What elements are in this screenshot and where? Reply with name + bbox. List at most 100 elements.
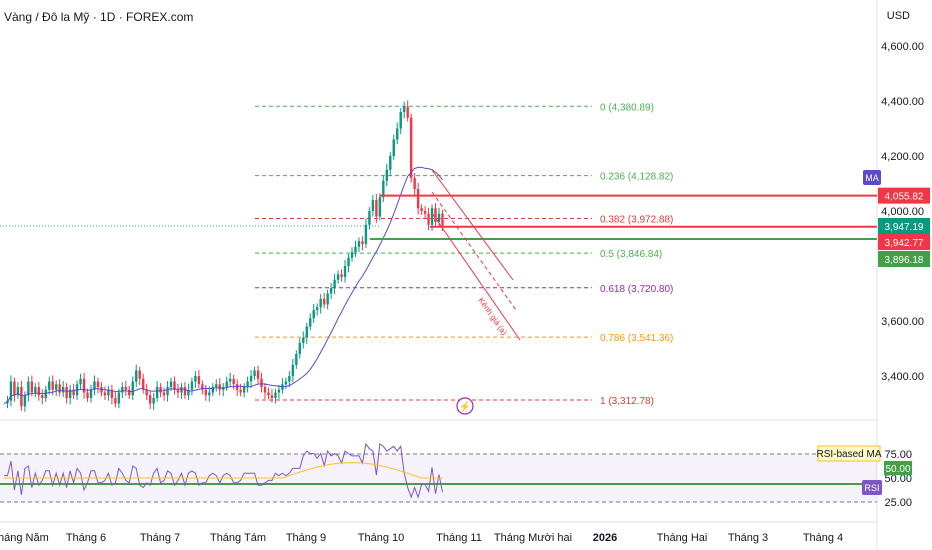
candle-body (302, 337, 305, 343)
time-axis-label: Tháng 10 (358, 532, 404, 544)
price-badge-label: 4,055.82 (885, 192, 924, 203)
rsi-tick-label: 25.00 (884, 497, 912, 509)
time-axis-label: Tháng 6 (66, 532, 106, 544)
candle-body (399, 112, 402, 129)
candle-body (441, 213, 444, 226)
candle-body (135, 370, 138, 382)
candle-body (249, 376, 253, 382)
price-badge (878, 251, 930, 267)
candle-body (55, 384, 58, 390)
candle-body (382, 180, 385, 198)
candle-body (434, 208, 437, 222)
candle-body (96, 381, 100, 387)
candle-body (86, 392, 89, 398)
candle-body (229, 378, 232, 382)
candle-body (253, 370, 256, 376)
candle-body (319, 299, 322, 308)
candle-body (291, 365, 295, 376)
currency-label: USD (886, 10, 910, 22)
rsi-value-badge (884, 461, 912, 475)
rsi-ma-badge (817, 445, 881, 462)
candle-body (288, 376, 291, 382)
rsi-badge-label: RSI (864, 483, 879, 493)
candle-body (437, 213, 441, 222)
candle-body (256, 370, 260, 379)
candle-body (409, 117, 413, 178)
candle-body (79, 378, 82, 385)
candle-body (354, 246, 357, 253)
price-tick-label: 4,400.00 (881, 96, 924, 108)
channel-upper-line (431, 169, 514, 281)
candle-body (378, 197, 382, 217)
lightning-icon-glyph: ⚡ (459, 400, 471, 413)
candle-body (396, 128, 399, 140)
price-tick-label: 3,600.00 (881, 316, 924, 328)
candle-body (340, 274, 343, 277)
candle-body (166, 387, 169, 396)
candle-body (298, 343, 301, 354)
candle-body (201, 384, 204, 390)
time-axis-label: Tháng Năm (0, 532, 49, 544)
fib-level-label: 0.618 (3,720.80) (600, 284, 673, 295)
candle-body (333, 279, 336, 288)
candle-body (173, 381, 176, 390)
candle-body (274, 392, 277, 398)
rsi-ma-line (4, 462, 443, 479)
time-axis-label: Tháng 11 (436, 532, 482, 544)
candle-body (20, 387, 23, 407)
fib-level-label: 0.236 (4,128.82) (600, 172, 673, 183)
candle-body (89, 389, 93, 398)
candle-body (162, 392, 166, 396)
candle-body (117, 392, 121, 404)
time-axis-label: Tháng Mười hai (494, 532, 572, 544)
time-axis-label: Tháng Hai (657, 532, 708, 544)
candle-body (61, 387, 65, 393)
price-tick-label: 3,400.00 (881, 371, 924, 383)
candle-body (375, 200, 378, 217)
rsi-tick-label: 50.00 (884, 473, 912, 485)
candle-body (138, 370, 141, 379)
candle-body (176, 389, 180, 393)
candle-body (145, 389, 148, 396)
candle-body (329, 288, 333, 294)
candle-body (260, 378, 263, 387)
candle-body (142, 378, 145, 390)
rsi-ma-badge-label: RSI-based MA (816, 449, 881, 460)
rsi-value-label: 50.00 (885, 464, 910, 475)
candle-body (357, 241, 361, 247)
candle-body (343, 266, 347, 277)
candle-body (107, 389, 110, 396)
candle-body (197, 376, 201, 385)
price-tick-label: 4,600.00 (881, 41, 924, 53)
candle-body (190, 381, 194, 390)
candle-body (232, 378, 235, 385)
candle-body (27, 381, 30, 396)
candle-body (65, 387, 68, 398)
candle-body (13, 381, 16, 396)
candle-body (169, 381, 173, 387)
candle-body (103, 392, 107, 396)
candle-body (9, 381, 13, 401)
ma-indicator-badge (863, 170, 881, 185)
candle-body (239, 389, 242, 393)
candle-body (389, 156, 392, 170)
candle-body (183, 387, 187, 396)
candle-body (44, 389, 47, 398)
candle-body (124, 387, 127, 390)
fib-level-label: 0.5 (3,846.84) (600, 249, 662, 260)
candle-body (347, 257, 350, 266)
price-badge (878, 234, 930, 250)
candle-body (322, 299, 326, 305)
candle-body (23, 395, 27, 407)
fib-level-label: 0.382 (3,972.88) (600, 214, 673, 225)
price-badge-label: 3,942.77 (885, 238, 924, 249)
candle-body (284, 381, 288, 385)
candle-body (204, 389, 208, 396)
price-tick-label: 4,200.00 (881, 151, 924, 163)
channel-mid-line (431, 191, 517, 311)
candle-body (385, 169, 388, 181)
fib-level-label: 0 (4,380.89) (600, 102, 654, 113)
candle-body (30, 381, 34, 393)
candle-body (16, 387, 20, 396)
